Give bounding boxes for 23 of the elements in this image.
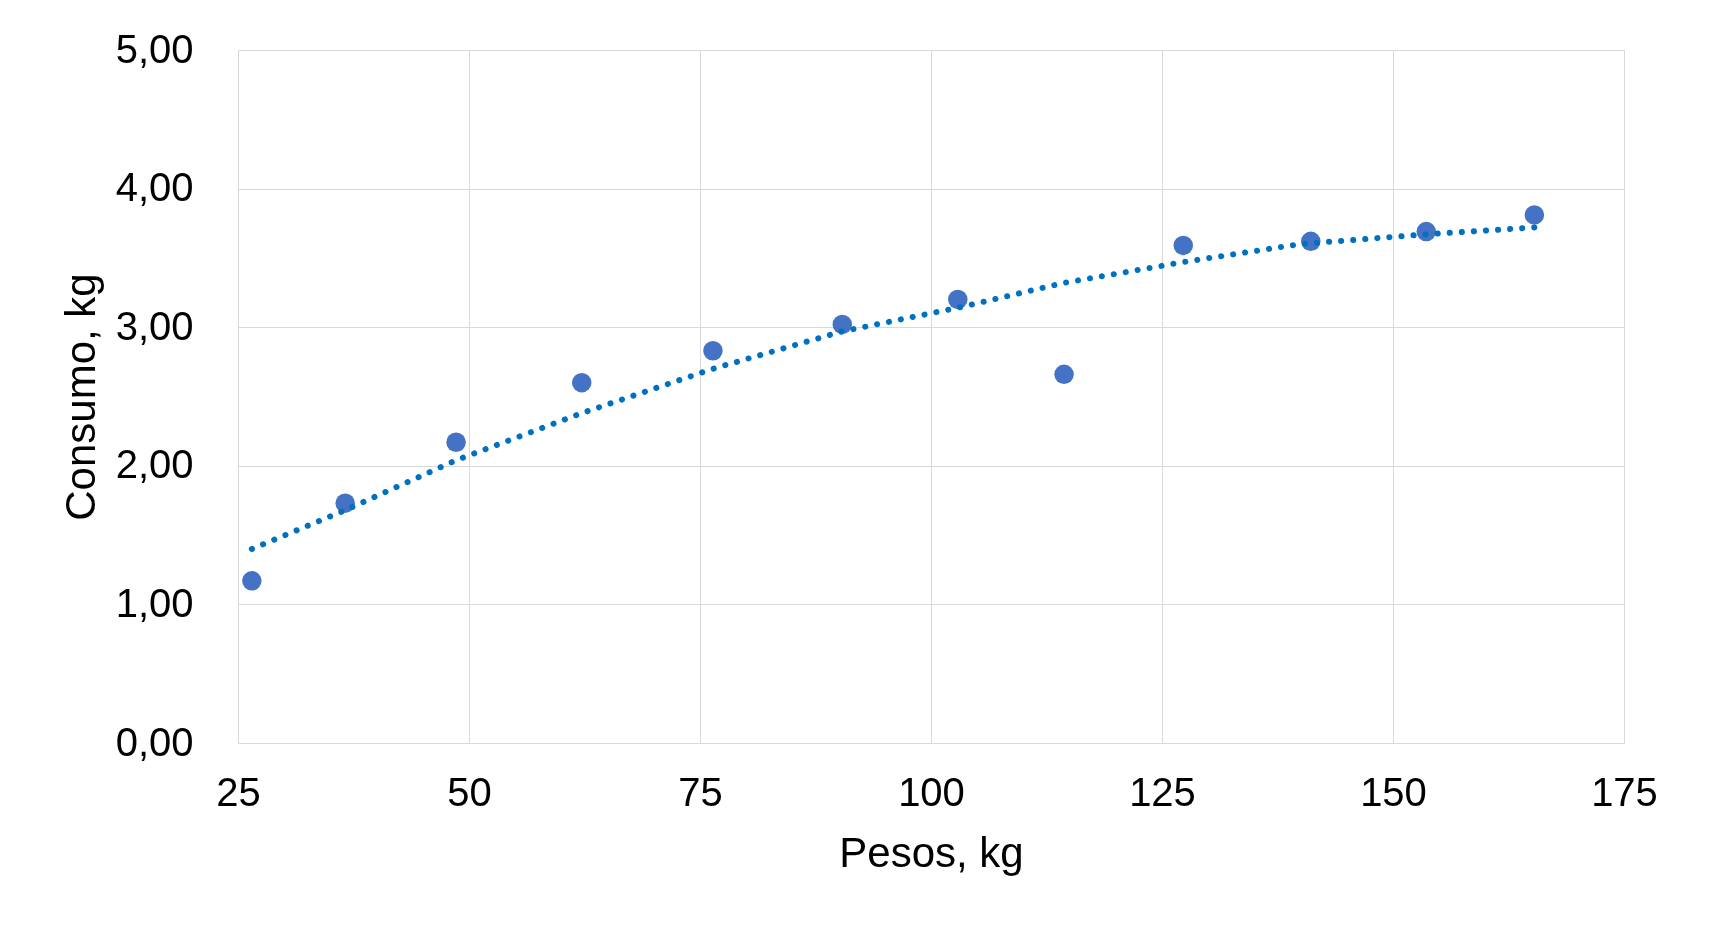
x-tick-label: 100 [898,769,965,814]
x-tick-label: 150 [1360,769,1427,814]
y-tick-label: 5,00 [115,26,194,71]
point [1173,235,1193,256]
point [571,372,592,393]
y-tick-label: 3,00 [115,303,194,348]
x-tick-label: 25 [216,769,261,814]
point [446,432,466,452]
y-tick-label: 0,00 [115,719,194,764]
x-axis-title: Pesos, kg [839,828,1024,876]
point [703,341,723,361]
x-tick-label: 175 [1591,769,1658,814]
y-tick-label: 1,00 [115,580,194,625]
x-tick-label: 75 [678,769,723,814]
point [242,571,262,591]
point [1524,205,1545,225]
y-tick-label: 4,00 [115,165,194,210]
y-axis-title: Consumo, kg [56,273,104,521]
x-tick-label: 125 [1129,769,1196,814]
x-tick-label: 50 [447,769,492,814]
point [948,289,968,310]
point [1054,364,1074,385]
y-tick-label: 2,00 [115,442,194,487]
